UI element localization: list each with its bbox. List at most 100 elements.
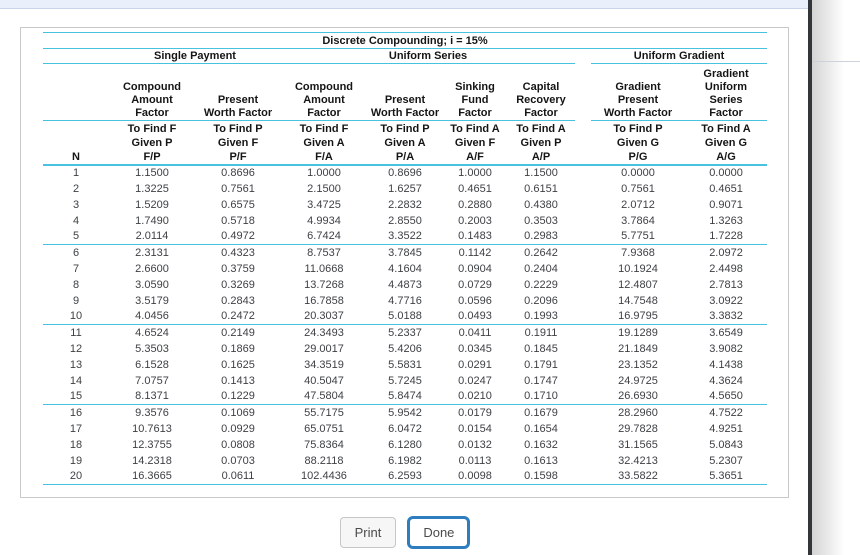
cell-value: 29.7828 (618, 422, 658, 435)
row-gap (575, 197, 591, 213)
table-row: 15 8.1371 0.1229 47.5804 5.8474 0.0210 0.1710 2… (43, 388, 768, 405)
cell-value: 88.2118 (304, 454, 344, 467)
row-n: 8 (72, 278, 80, 291)
cell-value: 4.3624 (709, 374, 743, 387)
cell-value: 4.9251 (709, 422, 743, 435)
col-factor-ap: Capital Recovery Factor (507, 63, 575, 121)
cell-value: 0.2149 (221, 326, 255, 339)
col-header-n: N (43, 120, 109, 166)
cell-value: 0.0210 (443, 388, 507, 405)
cell-value: 8.1371 (109, 388, 195, 405)
cell-value: 2.4498 (709, 262, 743, 275)
table-row: 1 1.1500 0.8696 1.0000 0.8696 1.0000 1.1500 0.0… (43, 165, 767, 181)
row-n: 17 (69, 422, 83, 435)
table-title: Discrete Compounding; i = 15% (43, 32, 768, 49)
row-n: 6 (72, 246, 80, 259)
cell-value: 4.0456 (109, 308, 195, 325)
cell-value: 0.7561 (221, 182, 255, 195)
row-n: 12 (69, 342, 83, 355)
cell-value: 33.5822 (591, 468, 685, 485)
compound-interest-table: Discrete Compounding; i = 15% Single Pay… (43, 32, 768, 485)
table-row: 10 4.0456 0.2472 20.3037 5.0188 0.0493 0.1993 1… (43, 308, 768, 325)
cell-value: 1.1500 (135, 167, 169, 179)
table-row: 18 12.3755 0.0808 75.8364 6.1280 0.0132 0.1632… (43, 437, 767, 453)
cell-value: 0.2880 (458, 198, 492, 211)
cell-value: 0.0000 (709, 167, 743, 179)
cell-value: 0.0929 (221, 422, 255, 435)
row-n: 14 (69, 374, 83, 387)
cell-value: 5.5831 (388, 358, 422, 371)
cell-value: 0.1625 (221, 358, 255, 371)
row-gap (575, 437, 591, 453)
cell-value: 0.2096 (524, 294, 558, 307)
cell-value: 0.8696 (388, 167, 422, 179)
col-find-af: To Find A Given F A/F (443, 120, 507, 166)
cell-value: 0.0703 (221, 454, 255, 467)
cell-value: 5.8474 (367, 388, 443, 405)
cell-value: 2.3131 (135, 246, 169, 259)
cell-value: 12.3755 (132, 438, 172, 451)
factor-name-row: Compound Amount Factor Present Worth Fac… (43, 63, 768, 121)
cell-value: 1.0000 (458, 167, 492, 179)
table-title-row: Discrete Compounding; i = 15% (43, 32, 768, 49)
table-row: 5 2.0114 0.4972 6.7424 3.3522 0.1483 0.2983 5.7… (43, 228, 768, 245)
cell-value: 5.0843 (709, 438, 743, 451)
row-n: 3 (72, 198, 80, 211)
cell-value: 5.7751 (591, 228, 685, 245)
cell-value: 2.7813 (709, 278, 743, 291)
cell-value: 0.1993 (507, 308, 575, 325)
cell-value: 0.2229 (524, 278, 558, 291)
row-gap (575, 181, 591, 197)
cell-value: 3.5179 (135, 294, 169, 307)
table-row: 11 4.6524 0.2149 24.3493 5.2337 0.0411 0.1911 1… (43, 325, 767, 341)
cell-value: 0.1710 (507, 388, 575, 405)
cell-value: 2.2832 (388, 198, 422, 211)
cell-value: 32.4213 (618, 454, 658, 467)
dialog-footer: Print Done (0, 512, 810, 552)
col-factor-pa: Present Worth Factor (367, 63, 443, 121)
cell-value: 3.3522 (367, 228, 443, 245)
group-gap (575, 49, 591, 64)
window-edge-line (808, 0, 812, 555)
cell-value: 3.9082 (709, 342, 743, 355)
cell-value: 4.9934 (307, 214, 341, 227)
done-button[interactable]: Done (407, 515, 471, 549)
cell-value: 14.7548 (618, 294, 658, 307)
cell-value: 23.1352 (618, 358, 658, 371)
cell-value: 0.1229 (195, 388, 281, 405)
cell-value: 3.6549 (709, 326, 743, 339)
cell-value: 1.6257 (388, 182, 422, 195)
cell-value: 0.2642 (524, 246, 558, 259)
row-gap (575, 388, 591, 405)
cell-value: 0.4323 (221, 246, 255, 259)
cell-value: 0.0729 (458, 278, 492, 291)
cell-value: 0.3269 (221, 278, 255, 291)
factor-spacer (43, 63, 109, 121)
cell-value: 0.3759 (221, 262, 255, 275)
cell-value: 31.1565 (618, 438, 658, 451)
row-n: 13 (69, 358, 83, 371)
cell-value: 7.9368 (621, 246, 655, 259)
group-header-single-payment: Single Payment (109, 48, 281, 64)
cell-value: 16.3665 (109, 468, 195, 485)
cell-value: 5.9542 (388, 406, 422, 419)
cell-value: 0.1869 (221, 342, 255, 355)
cell-value: 4.5650 (685, 388, 768, 405)
row-gap (575, 373, 591, 389)
browser-top-strip (0, 0, 809, 9)
row-n: 1 (72, 167, 80, 179)
cell-value: 0.2472 (195, 308, 281, 325)
cell-value: 4.6524 (135, 326, 169, 339)
col-factor-fp: Compound Amount Factor (109, 63, 195, 121)
cell-value: 3.3832 (685, 308, 768, 325)
cell-value: 0.8696 (221, 167, 255, 179)
cell-value: 6.1982 (388, 454, 422, 467)
cell-value: 0.0808 (221, 438, 255, 451)
table-row: 20 16.3665 0.0611 102.4436 6.2593 0.0098 0.159… (43, 468, 768, 485)
cell-value: 9.3576 (135, 406, 169, 419)
print-button[interactable]: Print (339, 516, 397, 548)
cell-value: 0.6151 (524, 182, 558, 195)
cell-value: 0.0611 (195, 468, 281, 485)
cell-value: 2.0972 (709, 246, 743, 259)
cell-value: 12.4807 (618, 278, 658, 291)
